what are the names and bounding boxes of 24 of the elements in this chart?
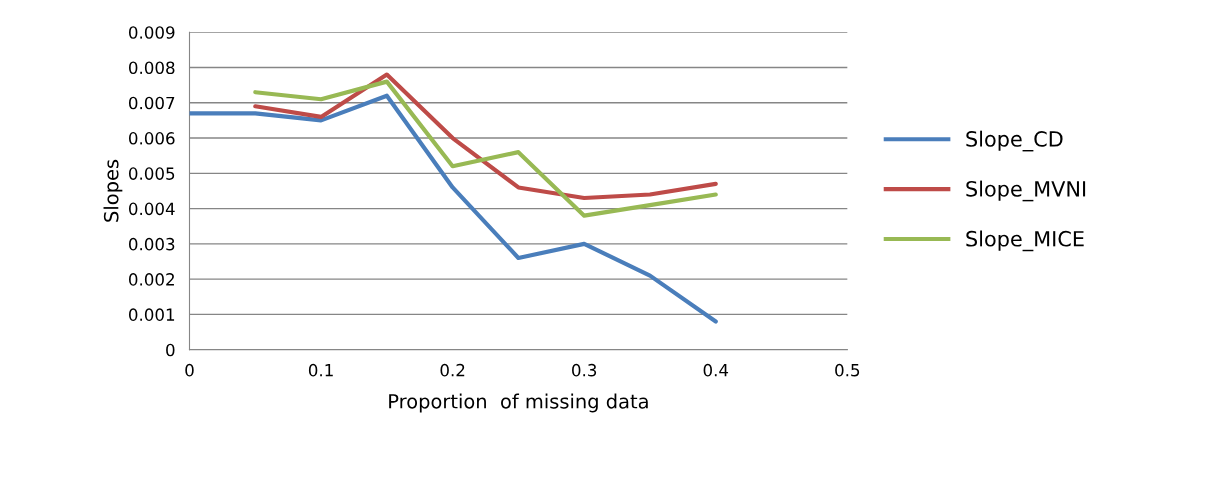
y-tick-label: 0.009 [129, 26, 175, 39]
legend-label: Slope_MVNI [966, 180, 1086, 202]
line-series [189, 93, 718, 324]
x-tick-label: 0.2 [440, 363, 465, 377]
legend-label: Slope_MICE [966, 230, 1084, 252]
y-tick-label: 0.005 [129, 167, 175, 180]
y-tick-label: 0 [166, 343, 175, 357]
y-tick-label: 0.003 [129, 237, 175, 251]
legend-label: Slope_CD [966, 130, 1063, 152]
x-tick-label: 0.3 [572, 363, 597, 377]
y-tick-label: 0.002 [129, 273, 174, 286]
y-tick-label: 0.007 [129, 96, 175, 110]
y-tick-label: 0.001 [129, 308, 175, 321]
x-tick-label: 0.5 [835, 363, 860, 377]
x-tick-label: 0.4 [703, 363, 729, 377]
y-tick-label: 0.004 [129, 202, 175, 216]
y-tick-label: 0.006 [129, 132, 175, 145]
y-tick-label: 0.008 [129, 61, 175, 75]
x-tick-label: 0.1 [308, 363, 333, 377]
x-tick-label: 0 [185, 363, 194, 377]
x-axis-title: Proportion of missing data [389, 393, 648, 413]
y-axis-title: Slopes [103, 159, 123, 222]
line-series [253, 79, 718, 218]
line-series [253, 72, 718, 201]
